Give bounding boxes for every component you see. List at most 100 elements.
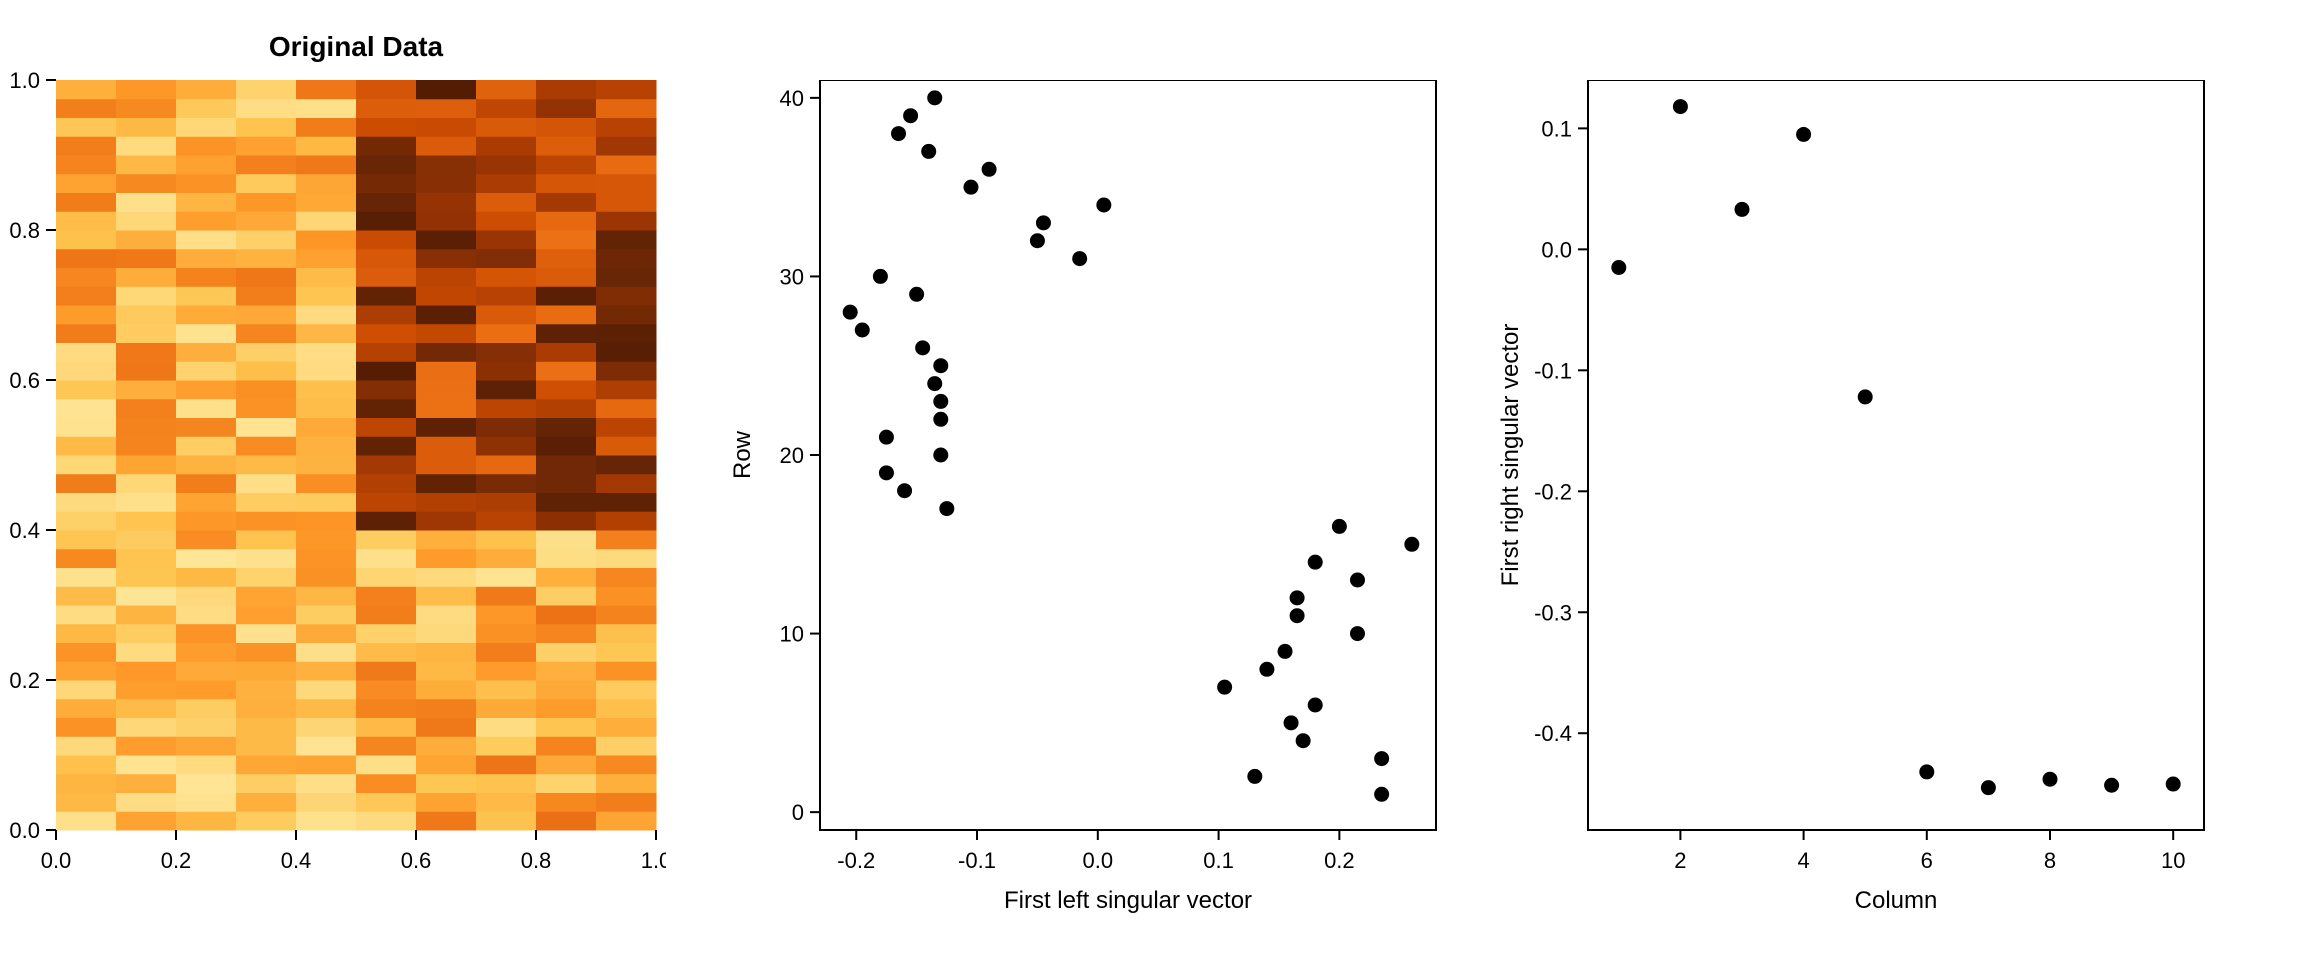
heatmap-cell: [596, 568, 657, 587]
scatter-left-point: [879, 430, 894, 445]
heatmap-cell: [236, 249, 297, 268]
heatmap-cell: [116, 305, 177, 324]
heatmap-cell: [176, 193, 237, 212]
heatmap-cell: [476, 249, 537, 268]
scatter-left-point: [843, 305, 858, 320]
heatmap-cell: [116, 324, 177, 343]
heatmap-cell: [116, 268, 177, 287]
heatmap-cell: [116, 811, 177, 830]
scatter-left-xtick-label: -0.1: [958, 848, 996, 873]
heatmap-cell: [116, 230, 177, 249]
heatmap-ytick-label: 0.2: [9, 668, 40, 693]
heatmap-cell: [356, 774, 417, 793]
scatter-right-frame: [1588, 80, 2204, 830]
heatmap-cell: [476, 624, 537, 643]
heatmap-cell: [356, 605, 417, 624]
scatter-right-point: [1611, 260, 1626, 275]
heatmap-cell: [56, 249, 117, 268]
scatter-left-point: [1247, 769, 1262, 784]
heatmap-cell: [176, 549, 237, 568]
heatmap-cell: [56, 399, 117, 418]
heatmap-cell: [116, 455, 177, 474]
heatmap-cell: [536, 680, 597, 699]
scatter-left-point: [1072, 251, 1087, 266]
heatmap-cell: [236, 99, 297, 118]
heatmap-cell: [176, 811, 237, 830]
heatmap-cell: [116, 549, 177, 568]
heatmap-cell: [296, 155, 357, 174]
scatter-left-point: [933, 448, 948, 463]
heatmap-cell: [116, 193, 177, 212]
heatmap-cell: [416, 380, 477, 399]
scatter-right-point: [2043, 772, 2058, 787]
heatmap-cell: [596, 530, 657, 549]
scatter-left-xtick-label: 0.1: [1203, 848, 1234, 873]
heatmap-cell: [416, 286, 477, 305]
heatmap-cell: [296, 455, 357, 474]
heatmap-cell: [476, 530, 537, 549]
heatmap-cell: [476, 230, 537, 249]
heatmap-cell: [236, 268, 297, 287]
heatmap-cell: [116, 99, 177, 118]
heatmap-cell: [176, 249, 237, 268]
scatter-left-point: [897, 483, 912, 498]
heatmap-cell: [56, 455, 117, 474]
heatmap-cell: [116, 718, 177, 737]
heatmap-cell: [536, 361, 597, 380]
heatmap-cell: [56, 474, 117, 493]
heatmap-cell: [236, 174, 297, 193]
heatmap-cell: [536, 530, 597, 549]
scatter-left-point: [1308, 555, 1323, 570]
heatmap-cell: [56, 211, 117, 230]
heatmap-cell: [56, 268, 117, 287]
heatmap-cell: [236, 474, 297, 493]
heatmap-cell: [476, 436, 537, 455]
scatter-left-ytick-label: 0: [792, 800, 804, 825]
heatmap-cell: [296, 80, 357, 99]
heatmap-cell: [416, 361, 477, 380]
heatmap-cell: [416, 155, 477, 174]
scatter-left-ytick-label: 30: [780, 264, 804, 289]
scatter-left-point: [1036, 215, 1051, 230]
scatter-left-ytick-label: 20: [780, 443, 804, 468]
heatmap-cell: [476, 80, 537, 99]
heatmap-cell: [356, 643, 417, 662]
heatmap-xtick-label: 0.0: [41, 848, 72, 873]
heatmap-cell: [56, 793, 117, 812]
heatmap-cell: [176, 586, 237, 605]
heatmap-cell: [596, 193, 657, 212]
heatmap-cell: [596, 549, 657, 568]
heatmap-cell: [536, 643, 597, 662]
heatmap-cell: [56, 80, 117, 99]
scatter-left-point: [873, 269, 888, 284]
heatmap-cell: [236, 155, 297, 174]
scatter-left-point: [939, 501, 954, 516]
heatmap-cell: [476, 286, 537, 305]
heatmap-cell: [296, 436, 357, 455]
heatmap-cell: [416, 99, 477, 118]
scatter-left-point: [982, 162, 997, 177]
scatter-left-point: [1332, 519, 1347, 534]
scatter-right-svg: 246810-0.4-0.3-0.2-0.10.00.1ColumnFirst …: [1488, 80, 2224, 930]
heatmap-xtick-label: 0.2: [161, 848, 192, 873]
heatmap-cell: [116, 530, 177, 549]
heatmap-cell: [176, 511, 237, 530]
heatmap-cell: [56, 586, 117, 605]
heatmap-cell: [536, 118, 597, 137]
heatmap-cell: [236, 193, 297, 212]
scatter-left-point: [1030, 233, 1045, 248]
heatmap-cell: [236, 493, 297, 512]
scatter-left-point: [1284, 715, 1299, 730]
heatmap-cell: [596, 455, 657, 474]
heatmap-cell: [356, 268, 417, 287]
scatter-right-point: [1673, 99, 1688, 114]
heatmap-cell: [236, 399, 297, 418]
heatmap-cell: [296, 474, 357, 493]
heatmap-cell: [536, 230, 597, 249]
heatmap-cell: [416, 118, 477, 137]
scatter-right-xtick-label: 10: [2161, 848, 2185, 873]
heatmap-cell: [176, 268, 237, 287]
heatmap-cell: [176, 624, 237, 643]
heatmap-cell: [596, 286, 657, 305]
heatmap-cell: [356, 399, 417, 418]
